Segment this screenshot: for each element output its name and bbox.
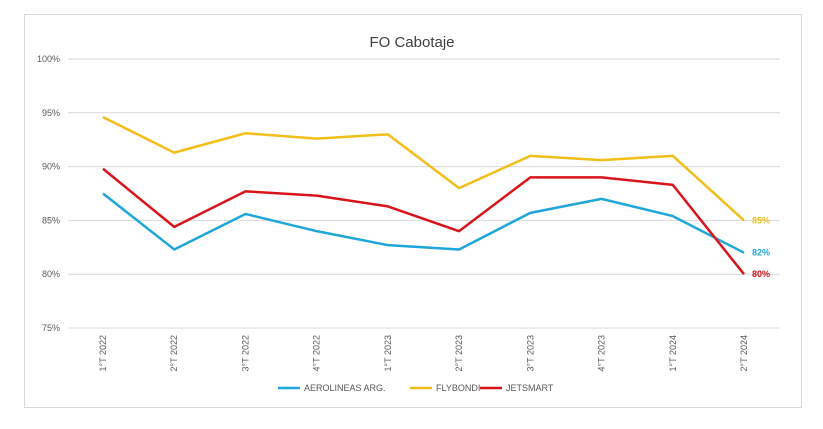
legend-label: JETSMART [506,383,554,393]
y-tick-label: 75% [42,323,60,333]
x-tick-label: 2°T 2023 [454,335,464,371]
series-line-aerolineas-arg- [102,192,745,254]
x-tick-label: 3°T 2023 [525,335,535,371]
series-line-jetsmart [102,167,745,275]
series-line-flybondi [102,115,745,222]
y-tick-label: 90% [42,162,60,172]
x-tick-label: 1°T 2022 [98,335,108,371]
x-tick-label: 2°T 2024 [739,335,749,371]
x-tick-label: 4°T 2023 [597,335,607,371]
end-data-label: 85% [752,215,770,225]
legend-label: FLYBONDI [436,383,480,393]
end-data-label: 82% [752,248,770,258]
y-tick-label: 95% [42,108,60,118]
x-tick-label: 1°T 2024 [668,335,678,371]
y-tick-label: 85% [42,215,60,225]
x-tick-label: 3°T 2022 [240,335,250,371]
y-tick-label: 80% [42,269,60,279]
y-tick-label: 100% [37,54,60,64]
legend-label: AEROLINEAS ARG. [304,383,386,393]
x-tick-label: 1°T 2023 [383,335,393,371]
chart-title: FO Cabotaje [369,34,454,51]
x-tick-label: 2°T 2022 [169,335,179,371]
end-data-label: 80% [752,269,770,279]
x-tick-label: 4°T 2022 [312,335,322,371]
